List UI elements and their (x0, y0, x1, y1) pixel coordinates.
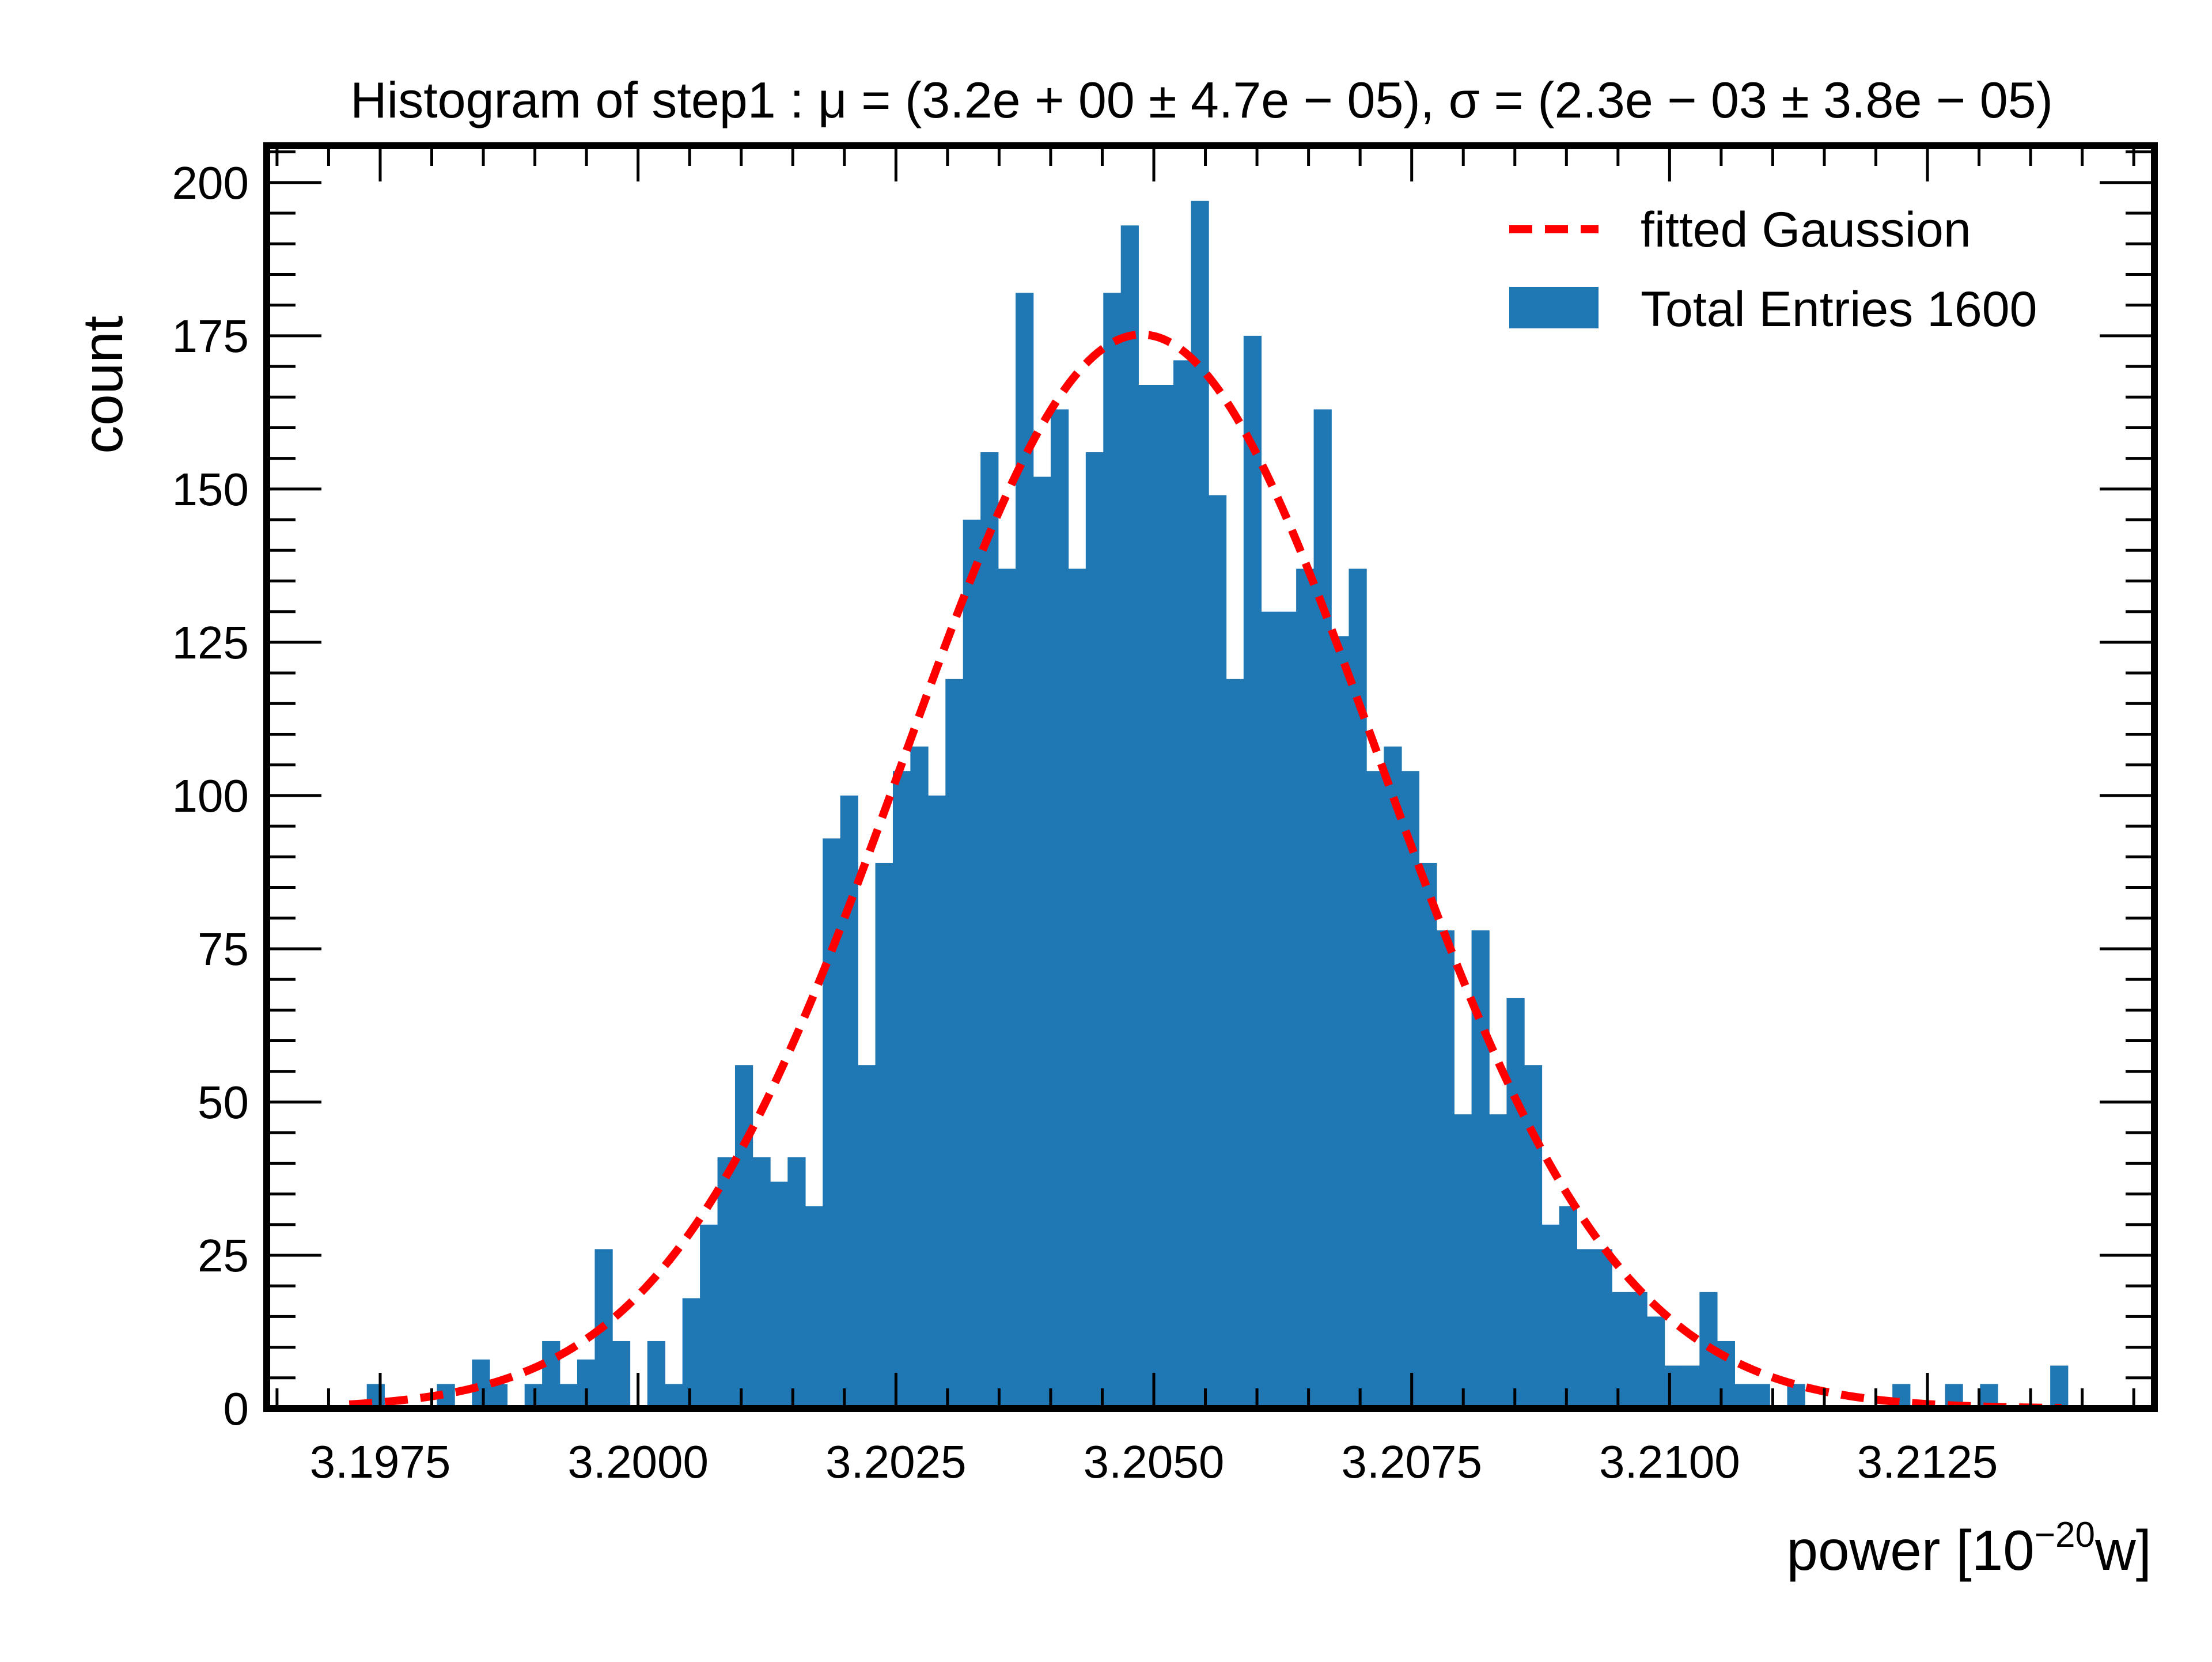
histogram-bar (770, 1182, 789, 1409)
histogram-bar (927, 795, 946, 1409)
histogram-bar (963, 520, 981, 1409)
histogram-bar (1734, 1384, 1753, 1409)
x-axis-label: power [10−20w] (1786, 1515, 2152, 1582)
histogram-bar (1401, 771, 1420, 1409)
histogram-bar (1313, 409, 1332, 1409)
histogram-bar (647, 1341, 666, 1409)
histogram-bar (1349, 569, 1367, 1409)
histogram-bar (1577, 1249, 1595, 1409)
histogram-bar (1787, 1384, 1805, 1409)
histogram-bar (823, 838, 841, 1409)
histogram-bar (752, 1157, 771, 1409)
histogram-bar (700, 1224, 718, 1409)
histogram-bar (1050, 409, 1069, 1409)
y-tick-label: 25 (198, 1230, 249, 1281)
histogram-bar (1191, 200, 1209, 1409)
histogram-bar (1646, 1316, 1665, 1409)
histogram-bar (1454, 1114, 1472, 1409)
histogram-bar (840, 795, 858, 1409)
x-tick-label: 3.1975 (310, 1436, 451, 1487)
y-tick-label: 0 (224, 1383, 249, 1434)
histogram-bar (1138, 384, 1157, 1409)
histogram-bar (1384, 746, 1402, 1409)
y-axis-label: count (71, 316, 134, 454)
legend-fit-label: fitted Gaussion (1641, 202, 1971, 258)
histogram-bar (542, 1341, 560, 1409)
y-tick-label: 175 (172, 311, 249, 362)
histogram-bar (612, 1341, 631, 1409)
histogram-bar (1488, 1114, 1508, 1409)
histogram-bar (1016, 293, 1034, 1409)
histogram-bar (2050, 1365, 2069, 1409)
histogram-bar (875, 862, 893, 1409)
histogram-bar (665, 1384, 683, 1409)
fitted-gaussian-line (349, 330, 2062, 1412)
histogram-bar (1594, 1249, 1612, 1409)
histogram-bar (1068, 569, 1086, 1409)
histogram-bar (1752, 1384, 1770, 1409)
y-tick-label: 75 (198, 923, 249, 975)
y-tick-label: 150 (172, 464, 249, 515)
histogram-bar (734, 1065, 753, 1409)
histogram-bar (682, 1298, 700, 1409)
plot-frame (263, 142, 2158, 1412)
histogram-bar (1681, 1365, 1700, 1409)
histogram-bar (1331, 636, 1350, 1409)
histogram-bar (1296, 569, 1315, 1409)
histogram-bar (1226, 679, 1244, 1409)
histogram-bar (1033, 476, 1051, 1409)
x-tick-label: 3.2000 (567, 1436, 709, 1487)
histogram-bar (1612, 1292, 1630, 1409)
histogram-bar (805, 1206, 823, 1409)
histogram-bar (1629, 1292, 1647, 1409)
x-tick-label: 3.2075 (1341, 1436, 1482, 1487)
histogram-bar (1506, 998, 1525, 1409)
histogram-bar (980, 452, 999, 1409)
y-tick-label: 200 (172, 157, 249, 209)
histogram-bar (1173, 360, 1192, 1409)
histogram-bar (489, 1384, 508, 1409)
histogram-bar (559, 1384, 578, 1409)
histogram-bar (1419, 862, 1437, 1409)
x-tick-label: 3.2050 (1084, 1436, 1225, 1487)
histogram-bar (998, 569, 1016, 1409)
histogram-bar (945, 679, 964, 1409)
histogram-bar (1559, 1206, 1577, 1409)
histogram-bar (1261, 611, 1279, 1409)
histogram-bar (1541, 1224, 1560, 1409)
x-tick-label: 3.2100 (1599, 1436, 1740, 1487)
histogram-bar (1243, 335, 1262, 1409)
histogram-bar (892, 771, 911, 1409)
histogram-bar (1664, 1365, 1683, 1409)
y-tick-label: 50 (198, 1077, 249, 1128)
legend-histogram-swatch (1509, 287, 1599, 328)
histogram-bar (1436, 930, 1455, 1409)
histogram-bar (1524, 1065, 1543, 1409)
histogram-bar (910, 746, 929, 1409)
x-tick-label: 3.2025 (825, 1436, 967, 1487)
legend: fitted Gaussion Total Entries 1600 (1509, 202, 2037, 337)
histogram-bar (1085, 452, 1104, 1409)
histogram-bar (717, 1157, 736, 1409)
x-tick-label: 3.2125 (1857, 1436, 1998, 1487)
histogram-bar (858, 1065, 876, 1409)
histogram-bar (1120, 225, 1139, 1409)
histogram-bar (1103, 293, 1122, 1409)
y-tick-label: 125 (172, 617, 249, 668)
chart-title: Histogram of step1 : μ = (3.2e + 00 ± 4.… (350, 71, 2053, 128)
histogram-bar (787, 1157, 806, 1409)
histogram-bar (1156, 384, 1174, 1409)
histogram-bar (1366, 771, 1385, 1409)
y-tick-label: 100 (172, 770, 249, 821)
legend-histogram-label: Total Entries 1600 (1641, 282, 2037, 337)
histogram-bar (1208, 495, 1227, 1409)
histogram-bar (1278, 611, 1297, 1409)
